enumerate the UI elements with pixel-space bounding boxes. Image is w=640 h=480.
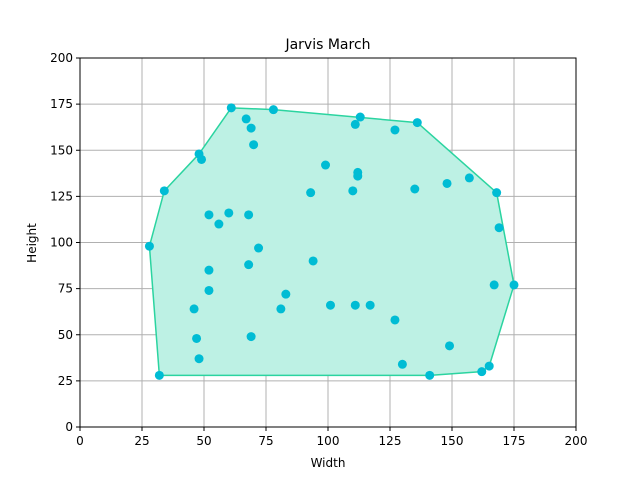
y-tick-label: 150 xyxy=(50,143,73,157)
y-tick-label: 0 xyxy=(65,420,73,434)
x-tick-label: 125 xyxy=(379,434,402,448)
data-point xyxy=(325,300,335,310)
data-point xyxy=(410,184,420,194)
data-point xyxy=(489,280,499,290)
y-tick-label: 75 xyxy=(58,282,73,296)
y-tick-label: 200 xyxy=(50,51,73,65)
data-point xyxy=(254,243,264,253)
data-point xyxy=(509,280,519,290)
y-axis-label: Height xyxy=(25,223,39,263)
data-point xyxy=(276,304,286,314)
y-tick-label: 125 xyxy=(50,189,73,203)
data-point xyxy=(412,118,422,128)
data-point xyxy=(246,123,256,133)
data-point xyxy=(154,370,164,380)
data-point xyxy=(484,361,494,371)
data-point xyxy=(281,289,291,299)
data-point xyxy=(214,219,224,229)
data-point xyxy=(348,186,358,196)
data-point xyxy=(204,265,214,275)
data-point xyxy=(308,256,318,266)
data-point xyxy=(192,333,202,343)
x-tick-label: 200 xyxy=(565,434,588,448)
data-point xyxy=(241,114,251,124)
data-point xyxy=(425,370,435,380)
data-point xyxy=(350,119,360,129)
data-point xyxy=(194,354,204,364)
data-point xyxy=(390,315,400,325)
data-point xyxy=(494,223,504,233)
x-tick-label: 150 xyxy=(441,434,464,448)
data-point xyxy=(224,208,234,218)
data-point xyxy=(492,188,502,198)
data-point xyxy=(464,173,474,183)
x-tick-label: 50 xyxy=(196,434,211,448)
data-point xyxy=(189,304,199,314)
y-tick-label: 50 xyxy=(58,328,73,342)
x-tick-label: 25 xyxy=(134,434,149,448)
data-point xyxy=(204,285,214,295)
x-axis-label: Width xyxy=(311,456,346,470)
data-point xyxy=(365,300,375,310)
axis-ticks: 0 25 50 75 100 125 150 175 200 0 25 50 75 100 125 150 17… xyxy=(50,51,587,448)
y-tick-label: 100 xyxy=(50,236,73,250)
x-tick-label: 100 xyxy=(317,434,340,448)
hull-area xyxy=(149,107,514,376)
data-point xyxy=(355,112,365,122)
data-point xyxy=(244,260,254,270)
data-point xyxy=(350,300,360,310)
data-point xyxy=(246,332,256,342)
y-tick-label: 25 xyxy=(58,374,73,388)
x-tick-label: 75 xyxy=(258,434,273,448)
x-tick-label: 0 xyxy=(76,434,84,448)
data-point xyxy=(197,154,207,164)
data-point xyxy=(321,160,331,170)
data-point xyxy=(353,171,363,181)
data-point xyxy=(244,210,254,220)
data-point xyxy=(159,186,169,196)
data-point xyxy=(397,359,407,369)
data-point xyxy=(204,210,214,220)
y-tick-label: 175 xyxy=(50,97,73,111)
data-point xyxy=(226,103,236,113)
data-point xyxy=(445,341,455,351)
data-point xyxy=(390,125,400,135)
x-tick-label: 175 xyxy=(503,434,526,448)
data-point xyxy=(442,178,452,188)
data-point xyxy=(249,140,259,150)
data-points xyxy=(144,103,519,380)
data-point xyxy=(477,367,487,377)
convex-hull xyxy=(148,107,515,377)
data-point xyxy=(306,188,316,198)
data-point xyxy=(144,241,154,251)
chart-title: Jarvis March xyxy=(284,37,370,53)
data-point xyxy=(268,105,278,115)
